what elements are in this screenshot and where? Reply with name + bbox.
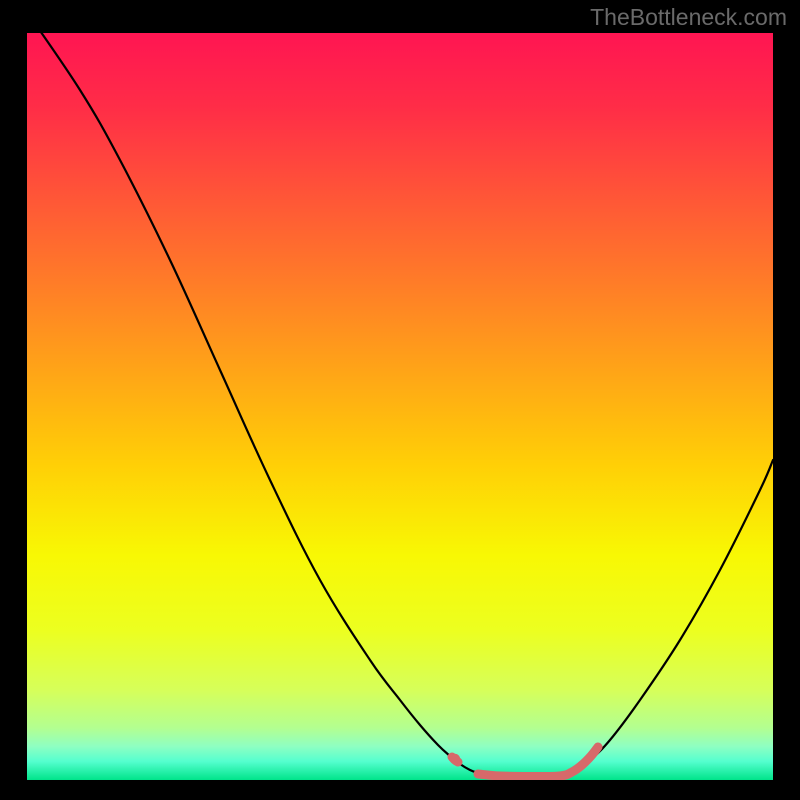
chart-svg	[0, 0, 800, 800]
chart-canvas: TheBottleneck.com	[0, 0, 800, 800]
watermark-text: TheBottleneck.com	[590, 4, 787, 31]
plot-area	[0, 0, 800, 800]
accent-dot-0	[450, 754, 460, 764]
